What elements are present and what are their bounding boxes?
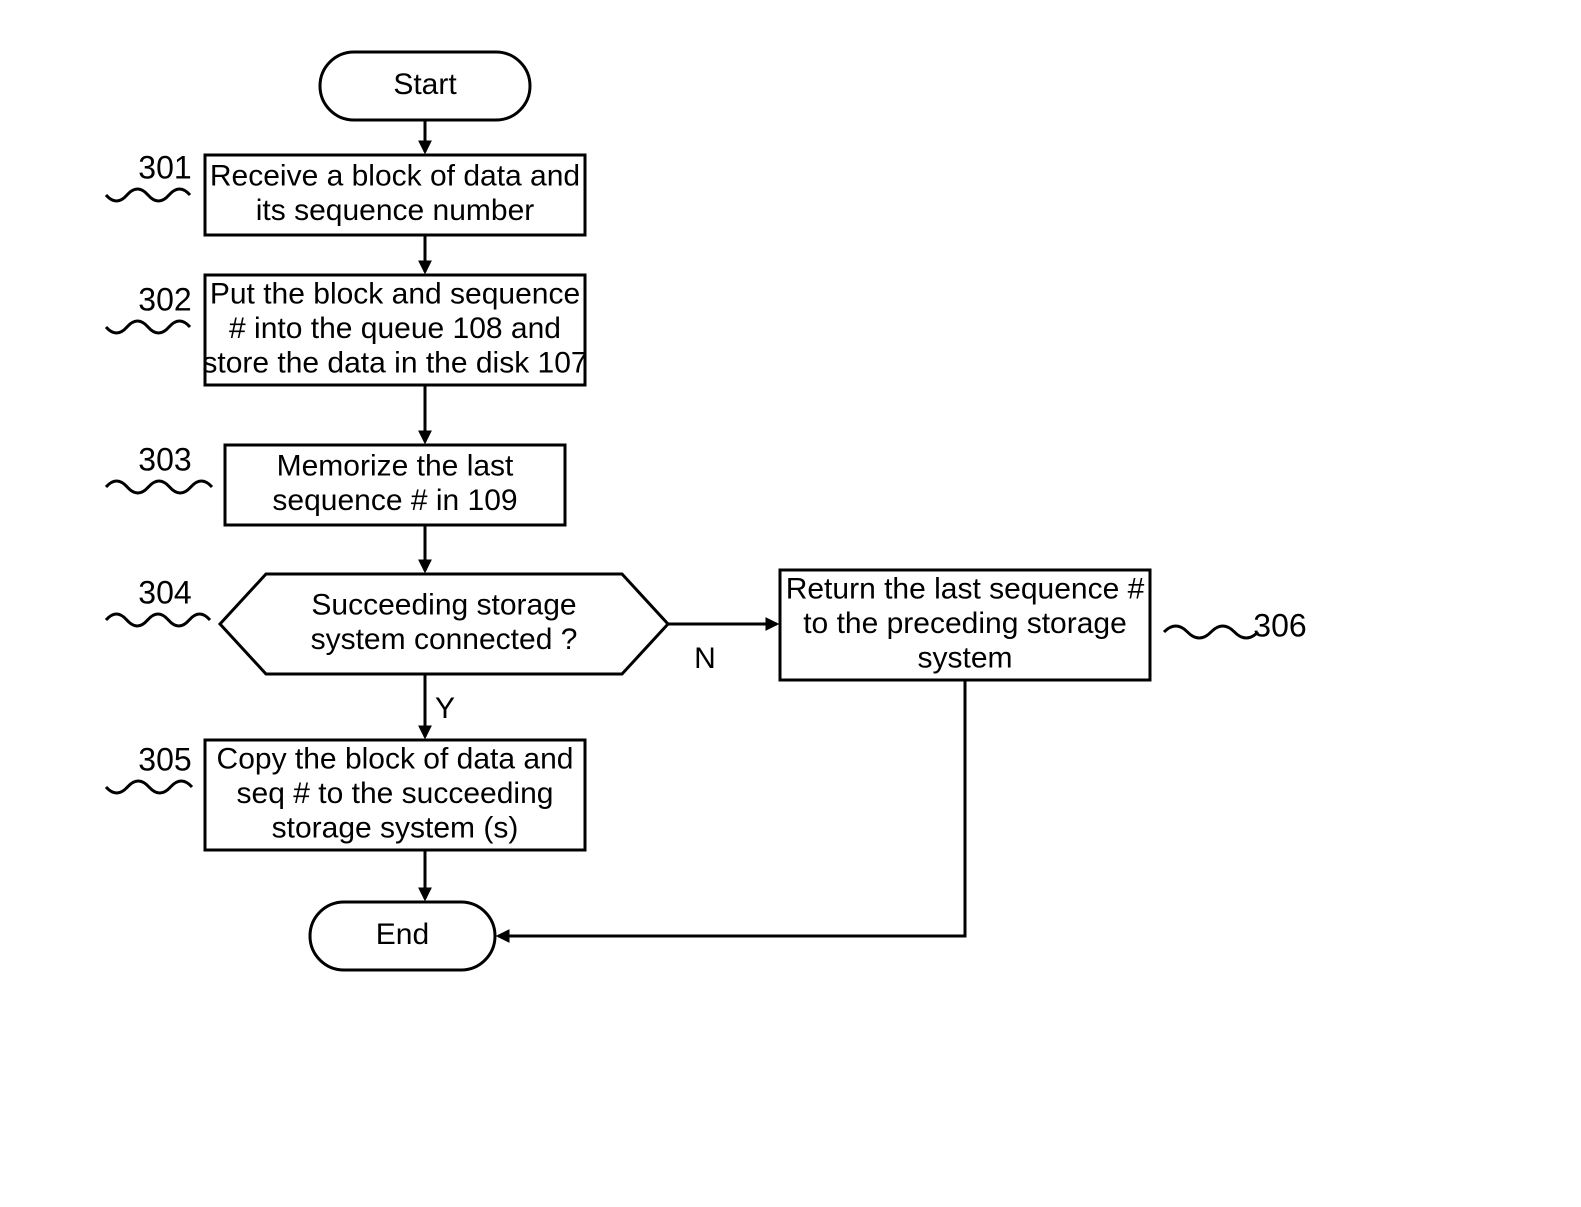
node-n304-text: Succeeding storage <box>311 589 576 622</box>
node-n301-text: its sequence number <box>256 194 535 227</box>
flowchart-canvas: Y N Start Receive a block of data andits se… <box>0 0 1581 1207</box>
ref-leader-305 <box>106 781 192 793</box>
node-n303: Memorize the lastsequence # in 109 <box>225 445 565 525</box>
ref-label-302: 302 <box>138 281 191 317</box>
node-n305-text: storage system (s) <box>272 811 519 844</box>
node-n306-text: Return the last sequence # <box>786 572 1145 605</box>
node-n306-text: to the preceding storage <box>803 607 1127 640</box>
node-end: End <box>310 902 495 970</box>
node-n301: Receive a block of data andits sequence … <box>205 155 585 235</box>
node-n304-text: system connected ? <box>311 623 578 656</box>
ref-leader-304 <box>106 614 210 626</box>
node-start: Start <box>320 52 530 120</box>
node-n303-text: sequence # in 109 <box>272 484 517 517</box>
node-n305: Copy the block of data andseq # to the s… <box>205 740 585 850</box>
ref-leader-306 <box>1164 626 1258 638</box>
node-n302: Put the block and sequence# into the que… <box>202 275 587 385</box>
node-n305-text: seq # to the succeeding <box>237 777 554 810</box>
edge-label-y: Y <box>435 692 455 725</box>
node-n303-text: Memorize the last <box>277 450 514 483</box>
ref-label-303: 303 <box>138 441 191 477</box>
node-end-text: End <box>376 918 429 951</box>
node-n302-text: # into the queue 108 and <box>229 312 561 345</box>
ref-label-304: 304 <box>138 574 191 610</box>
node-n302-text: Put the block and sequence <box>210 277 580 310</box>
node-n306: Return the last sequence #to the precedi… <box>780 570 1150 680</box>
node-n306-text: system <box>917 641 1012 674</box>
ref-label-301: 301 <box>138 149 191 185</box>
node-n305-text: Copy the block of data and <box>217 742 574 775</box>
ref-label-305: 305 <box>138 741 191 777</box>
node-start-text: Start <box>393 68 457 101</box>
ref-leader-302 <box>106 321 190 333</box>
ref-leader-301 <box>106 189 190 201</box>
node-n301-text: Receive a block of data and <box>210 160 580 193</box>
edge-label-n: N <box>694 642 716 675</box>
node-n302-text: store the data in the disk 107 <box>202 346 587 379</box>
node-n304: Succeeding storagesystem connected ? <box>220 574 668 674</box>
ref-label-306: 306 <box>1253 607 1306 643</box>
ref-leader-303 <box>106 481 212 493</box>
